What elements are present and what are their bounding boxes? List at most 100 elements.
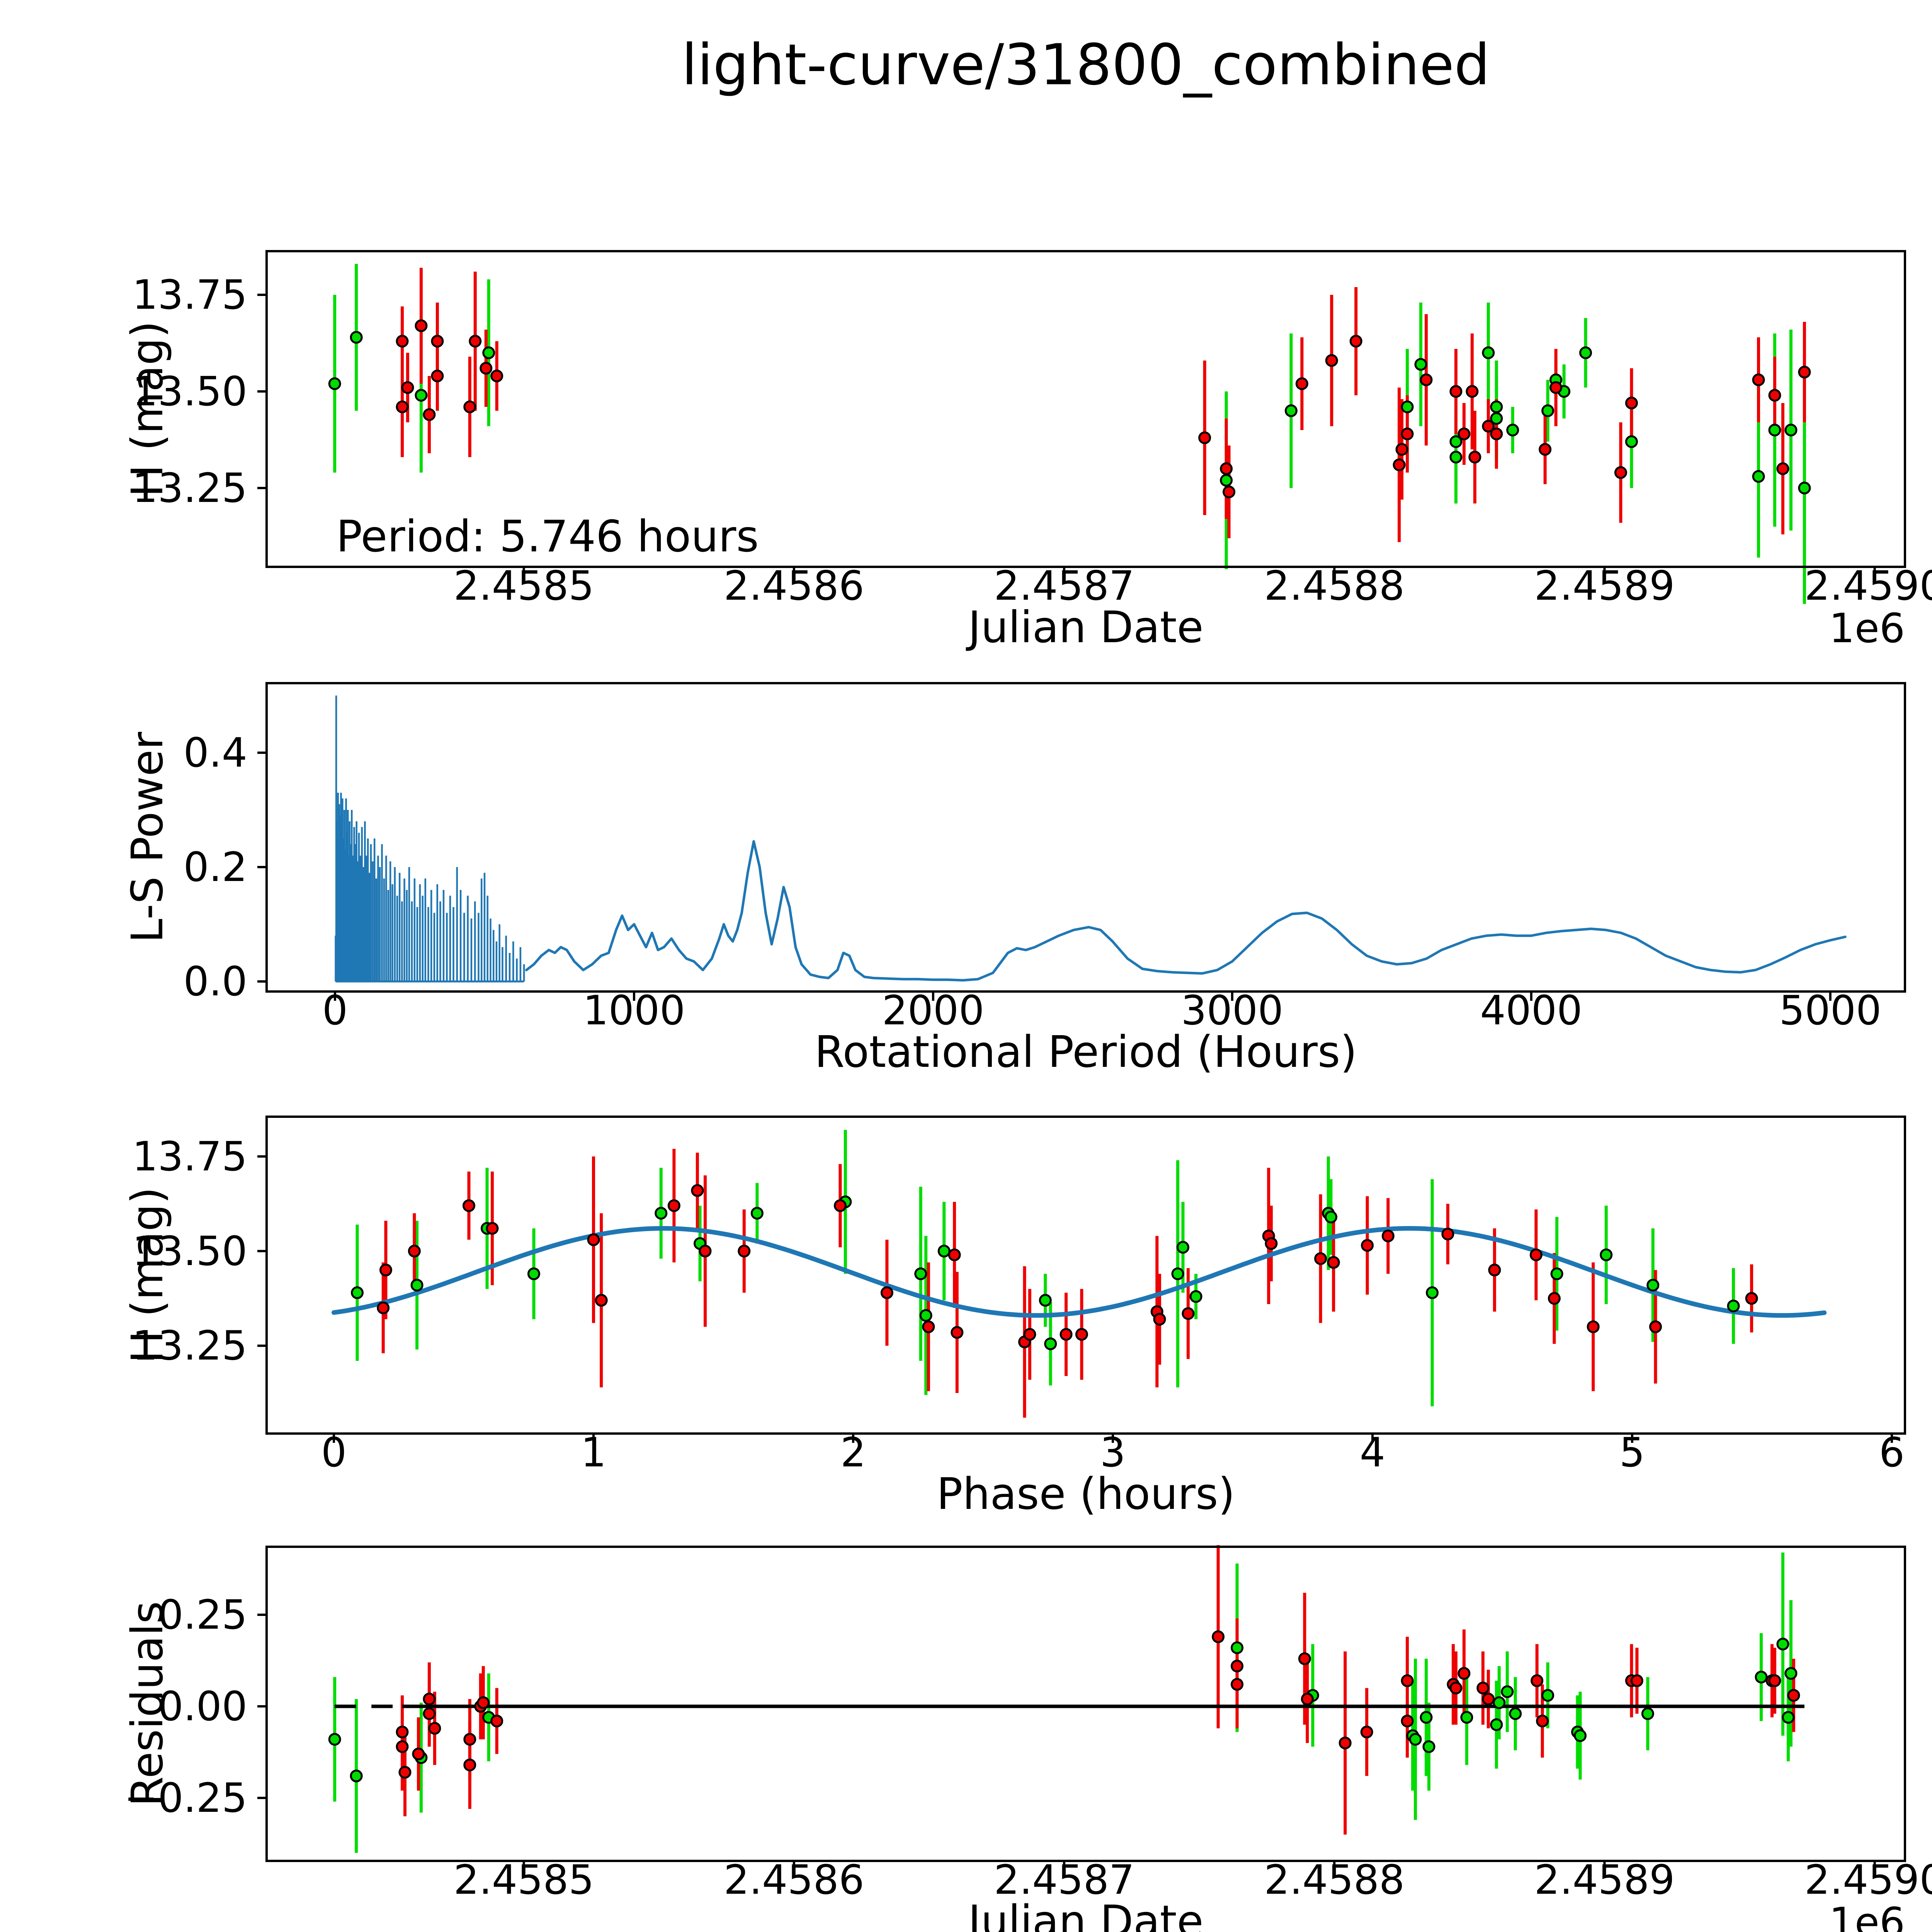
data-point [1460,1711,1473,1724]
data-point [423,408,436,421]
data-point [1449,1682,1463,1695]
data-point [1549,381,1563,394]
data-point [1231,1660,1244,1673]
y-axis-ticks: 13.75 13.50 13.25 [132,1133,267,1369]
data-point [1641,1707,1654,1720]
red-markers [377,1184,1758,1349]
data-point [1301,1692,1314,1706]
data-point [587,1233,600,1246]
data-point [1422,1740,1435,1753]
axes-frame [265,1546,1906,1862]
x-tick-label: 6 [1879,1429,1905,1476]
data-point [1784,1667,1798,1680]
data-point [379,1264,392,1277]
data-point [351,1286,364,1299]
data-point [1506,423,1519,437]
data-point [350,1769,363,1782]
data-point [1587,1320,1600,1333]
data-point [1298,1652,1311,1665]
data-point [1198,431,1211,444]
data-point [1490,412,1503,425]
x-tick-label: 4 [1360,1429,1385,1476]
data-point [328,1733,341,1746]
y-axis-label: L-S Power [122,731,173,943]
x-tick-label: 2.4588 [1264,1856,1405,1903]
data-point [922,1320,935,1333]
x-axis-label: Julian Date [966,1896,1203,1932]
x-tick-label: 0 [321,1429,347,1476]
data-point [482,346,495,359]
y-axis-ticks: 0.0 0.2 0.4 [184,729,267,1005]
data-point [1220,462,1233,475]
data-point [1401,1714,1414,1728]
x-tick-label: 5000 [1779,987,1881,1034]
data-point [463,1733,476,1746]
data-point [401,381,414,394]
periodogram-curve [525,840,1847,982]
data-point [1614,466,1627,479]
x-tick-label: 2.4586 [724,562,864,609]
data-point [1265,1237,1278,1250]
data-point [1060,1328,1073,1341]
data-point [1182,1307,1195,1320]
data-point [1420,373,1433,386]
y-axis-label: H (mag) [122,1187,173,1363]
x-tick-label: 4000 [1480,987,1583,1034]
panel-phase-curve: 0 1 2 3 4 5 6 13.75 13.50 13.25 Phase (hours) H (ma… [122,1116,1906,1519]
x-tick-label: 3 [1100,1429,1126,1476]
fit-curve [332,1226,1827,1318]
data-point [1493,1696,1506,1709]
y-tick-label: 13.50 [132,1228,247,1275]
data-point [1501,1685,1514,1698]
data-point [1490,400,1503,413]
data-point [1153,1313,1166,1326]
panel-jd-lightcurve: 2.4585 2.4586 2.4587 2.4588 2.4589 2.4590 13.7… [122,250,1932,653]
data-point [412,1747,425,1760]
axes-frame [265,250,1906,568]
x-tick-label: 3000 [1181,987,1284,1034]
data-point [1529,1248,1543,1262]
x-axis-label: Rotational Period (Hours) [815,1027,1357,1077]
data-point [691,1184,704,1197]
x-tick-label: 2.4589 [1534,1856,1675,1903]
data-point [1482,1692,1495,1706]
data-point [1325,354,1338,367]
data-point [469,335,482,348]
data-point [948,1248,961,1262]
data-point [1574,1729,1587,1742]
data-point [1223,485,1236,498]
x-tick-label: 2.4585 [454,1856,594,1903]
data-point [1295,377,1308,390]
data-point [377,1301,390,1315]
periodogram-comb [335,695,525,983]
data-point [490,1714,503,1728]
x-tick-label: 2.4586 [724,1856,864,1903]
data-point [1426,1286,1439,1299]
data-point [750,1207,764,1220]
data-point [1755,1670,1768,1684]
data-point [1787,1689,1800,1702]
green-error-bars [355,1130,1735,1406]
data-point [833,1199,847,1212]
x-tick-label: 2000 [882,987,985,1034]
data-point [350,331,363,344]
data-point [1536,1714,1549,1728]
data-point [1466,385,1479,398]
data-point [1361,1239,1374,1252]
x-tick-label: 2.4589 [1534,562,1675,609]
data-point [1541,1689,1554,1702]
data-point [463,1759,476,1772]
data-point [396,1725,409,1738]
red-markers [396,1630,1800,1779]
data-point [1414,358,1427,371]
x-tick-label: 2.4585 [454,562,594,609]
red-error-bars [381,1149,1753,1418]
data-point [655,1207,668,1220]
data-point [1338,1736,1352,1750]
y-tick-label: 13.75 [132,271,247,318]
data-point [1044,1337,1057,1350]
x-tick-label: 2 [840,1429,866,1476]
data-point [1023,1328,1036,1341]
data-point [1482,346,1495,359]
data-point [398,1766,412,1779]
